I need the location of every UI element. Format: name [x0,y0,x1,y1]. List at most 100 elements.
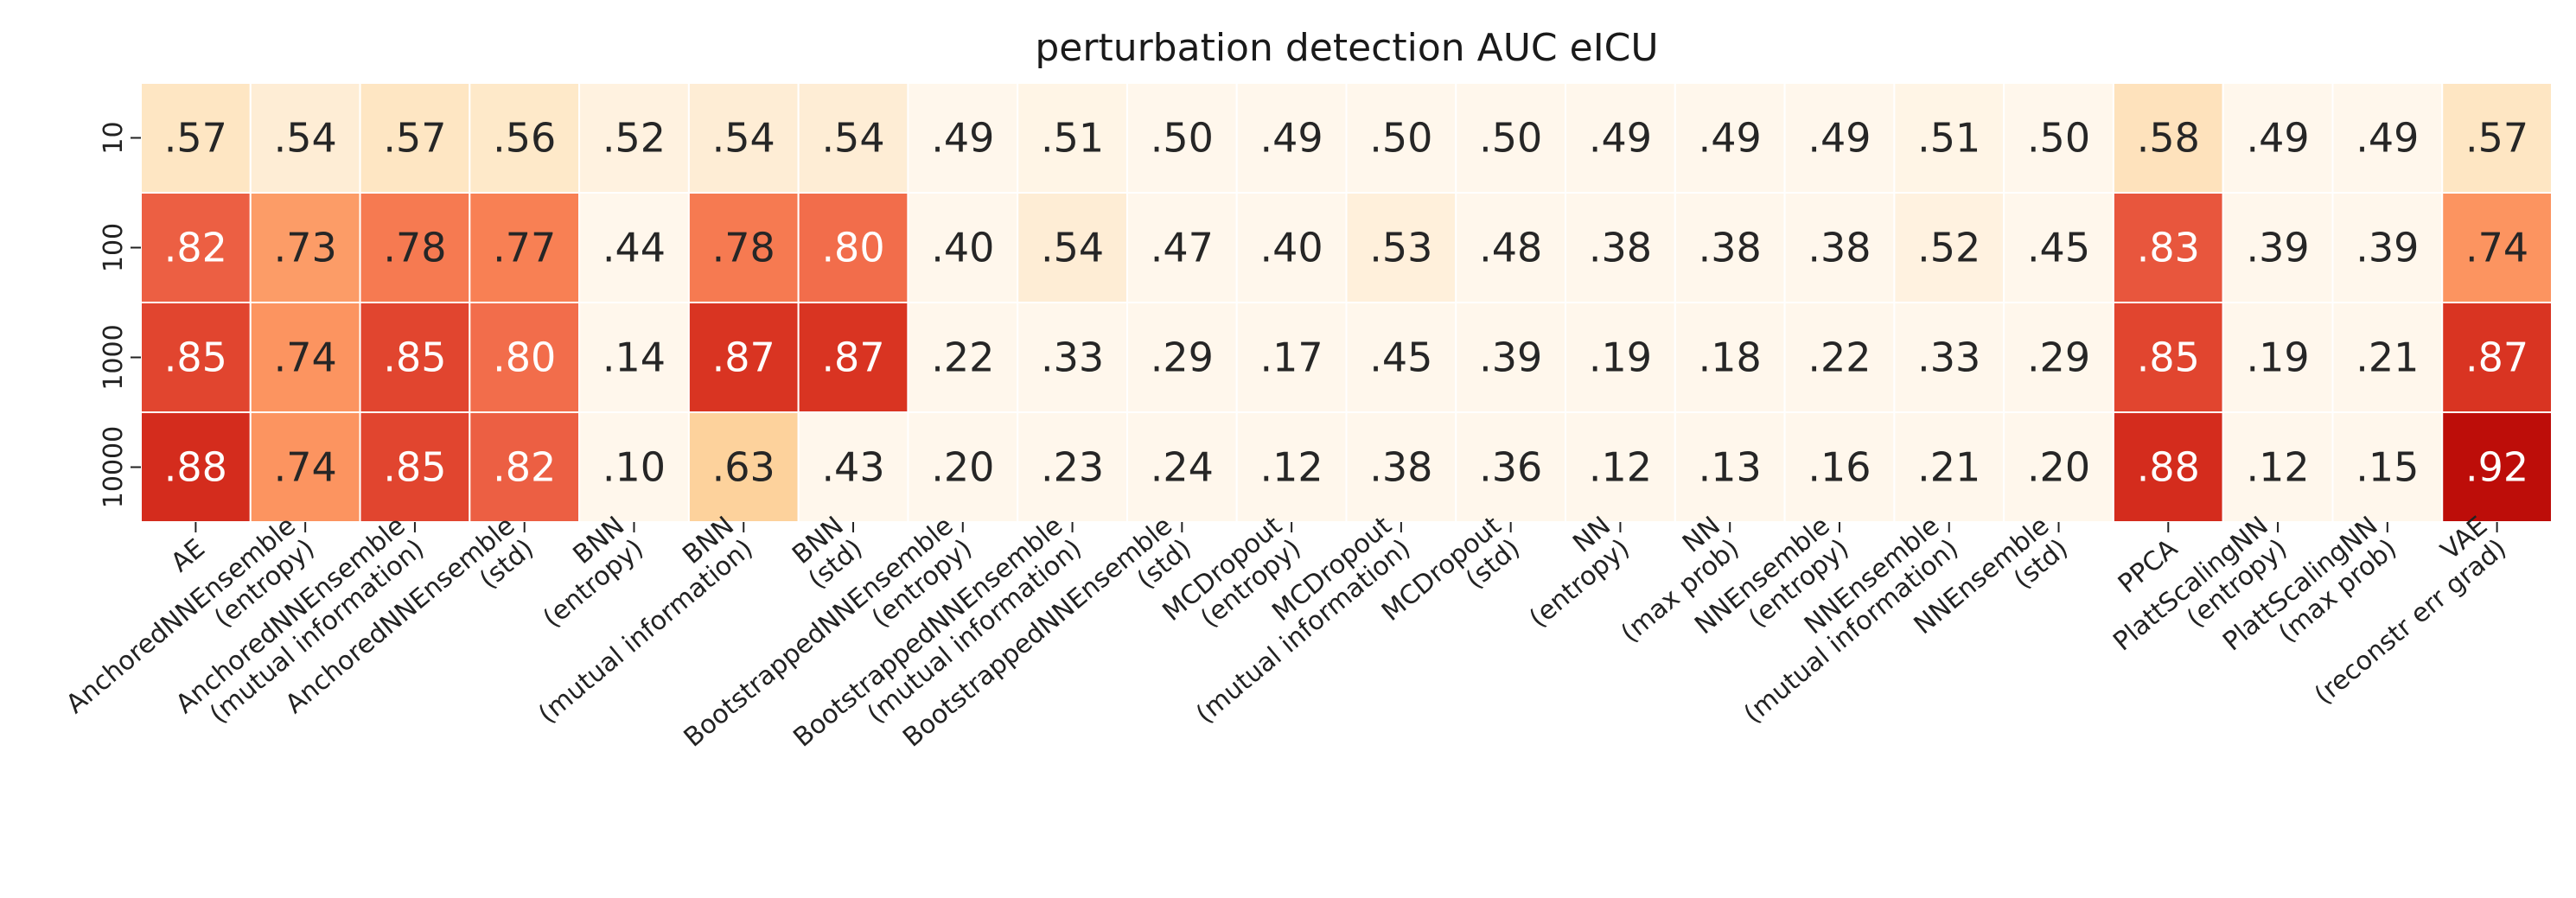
heatmap-cell [687,192,800,303]
cell-value-label: .48 [1479,225,1542,271]
cell-value-label: .74 [2465,225,2528,271]
heatmap-cell [1893,192,2005,303]
heatmap-cell [1345,411,1457,523]
heatmap-cell [1455,411,1567,523]
heatmap-cell [1674,192,1786,303]
cell-value-label: .50 [1479,115,1542,162]
cell-value-label: .58 [2137,115,2200,162]
heatmap-cell [359,82,471,194]
cell-value-label: .39 [2356,225,2419,271]
heatmap-cell [140,302,252,413]
heatmap-cell [2331,82,2444,194]
heatmap-cell [687,411,800,523]
cell-value-label: .51 [1917,115,1980,162]
cell-value-label: .33 [1917,334,1980,381]
heatmap-cell [1893,411,2005,523]
heatmap-cell [249,411,361,523]
heatmap-cell [1017,302,1128,413]
heatmap-cell [2112,82,2224,194]
heatmap-cell [2222,302,2334,413]
cell-value-label: .54 [1041,225,1104,271]
cell-value-label: .77 [493,225,556,271]
heatmap-cell [2331,411,2444,523]
cell-value-label: .21 [1917,444,1980,491]
cell-value-label: .43 [821,444,884,491]
cell-value-label: .52 [1917,225,1980,271]
heatmap-cell [1235,411,1348,523]
cell-value-label: .33 [1041,334,1104,381]
cell-value-label: .49 [1808,115,1871,162]
heatmap-cell [578,302,690,413]
cell-value-label: .38 [1699,225,1762,271]
heatmap-cell [249,302,361,413]
heatmap-cell [2441,302,2554,413]
cell-value-label: .19 [2246,334,2309,381]
cell-value-label: .53 [1369,225,1432,271]
heatmap-cell [140,411,252,523]
cell-value-label: .52 [603,115,666,162]
cell-value-label: .78 [383,225,446,271]
cell-value-label: .45 [1369,334,1432,381]
cell-value-label: .85 [383,334,446,381]
heatmap-cell [797,302,909,413]
cell-value-label: .54 [712,115,775,162]
cell-value-label: .13 [1699,444,1762,491]
cell-value-label: .85 [164,334,227,381]
cell-value-label: .24 [1151,444,1214,491]
cell-value-label: .12 [2246,444,2309,491]
cell-value-label: .73 [274,225,337,271]
cell-value-label: .23 [1041,444,1104,491]
x-tick-label: BNN(entropy) [519,511,649,634]
heatmap-cell [359,302,471,413]
cell-value-label: .63 [712,444,775,491]
heatmap-cell [1783,82,1896,194]
heatmap-cell [1017,411,1128,523]
cell-value-label: .92 [2465,444,2528,491]
heatmap-cell [687,302,800,413]
heatmap-cell [2003,82,2114,194]
heatmap-cell [1893,302,2005,413]
cell-value-label: .88 [2137,444,2200,491]
cell-value-label: .82 [164,225,227,271]
cell-value-label: .87 [821,334,884,381]
heatmap-cell [1125,82,1238,194]
cell-value-label: .80 [493,334,556,381]
heatmap-cell [1783,411,1896,523]
cell-value-label: .54 [821,115,884,162]
heatmap-cell [469,82,581,194]
cell-value-label: .54 [274,115,337,162]
y-tick-label: 10000 [99,426,129,508]
cell-value-label: .85 [2137,334,2200,381]
heatmap-cell [687,82,800,194]
cell-value-label: .22 [931,334,994,381]
heatmap-cell [140,192,252,303]
cell-value-label: .44 [603,225,666,271]
heatmap-cell [1674,411,1786,523]
heatmap-cell [2441,192,2554,303]
heatmap-cell [2222,192,2334,303]
heatmap-cell [1565,82,1676,194]
cell-value-label: .88 [164,444,227,491]
y-tick-label: 10 [99,121,129,154]
x-tick-label: NN(entropy) [1505,511,1636,634]
cell-value-label: .40 [1260,225,1323,271]
heatmap-cell [2331,192,2444,303]
cell-value-label: .39 [2246,225,2309,271]
cell-value-label: .74 [274,444,337,491]
x-axis: AEAnchoredNNEnsemble(entropy)AnchoredNNE… [61,511,2512,754]
heatmap-cell [1893,82,2005,194]
cell-value-label: .87 [712,334,775,381]
x-tick-label: MCDropout(std) [1376,511,1526,650]
heatmap-cell [2441,82,2554,194]
cell-value-label: .57 [2465,115,2528,162]
cell-value-label: .16 [1808,444,1871,491]
cell-value-label: .50 [1369,115,1432,162]
cell-value-label: .20 [2027,444,2090,491]
cell-value-label: .49 [1699,115,1762,162]
y-axis: 10 100 1000 10000 [99,121,141,508]
heatmap-cell [1017,192,1128,303]
cell-value-label: .87 [2465,334,2528,381]
cell-value-label: .45 [2027,225,2090,271]
heatmap-cell [1565,192,1676,303]
